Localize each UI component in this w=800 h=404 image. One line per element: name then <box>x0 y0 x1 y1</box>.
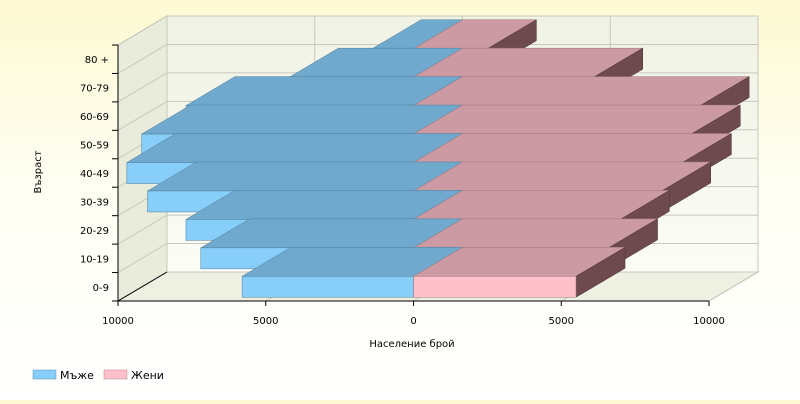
legend-item: Мъже <box>32 369 94 382</box>
bar-male-0-9 <box>241 247 464 298</box>
depth-axis-line <box>117 271 168 302</box>
legend: Мъже Жени <box>32 369 164 382</box>
legend-swatch <box>32 369 57 380</box>
legend-swatch <box>103 369 128 380</box>
x-axis-title: Население брой <box>369 339 454 350</box>
x-tick-label: 10000 <box>693 316 725 327</box>
y-tick-label: 70-79 <box>80 84 109 95</box>
x-tick-label: 0 <box>410 316 416 327</box>
y-tick-label: 0-9 <box>93 283 109 294</box>
bar-female-0-9 <box>412 246 626 298</box>
y-tick-label: 20-29 <box>80 226 109 237</box>
gridline-wall <box>117 100 168 131</box>
y-tick-label: 50-59 <box>80 141 109 152</box>
y-axis-title: Възраст <box>33 150 44 193</box>
y-tick-label: 60-69 <box>80 112 109 123</box>
y-tick-label: 10-19 <box>80 254 109 265</box>
legend-item: Жени <box>103 369 164 382</box>
gridline-wall <box>117 243 168 273</box>
gridline-wall <box>117 214 168 245</box>
gridline-wall <box>117 44 168 74</box>
gridline-floor <box>708 271 759 302</box>
legend-label: Мъже <box>60 369 94 382</box>
gridline-wall <box>117 15 168 46</box>
y-tick-label: 30-39 <box>80 197 109 208</box>
x-tick-label: 5000 <box>549 316 574 327</box>
x-tick-label: 5000 <box>253 316 278 327</box>
legend-label: Жени <box>131 369 164 382</box>
y-tick-label: 40-49 <box>80 169 109 180</box>
y-tick-label: 80 + <box>85 55 109 66</box>
x-tick-label: 10000 <box>102 316 134 327</box>
gridline-wall <box>117 72 168 103</box>
